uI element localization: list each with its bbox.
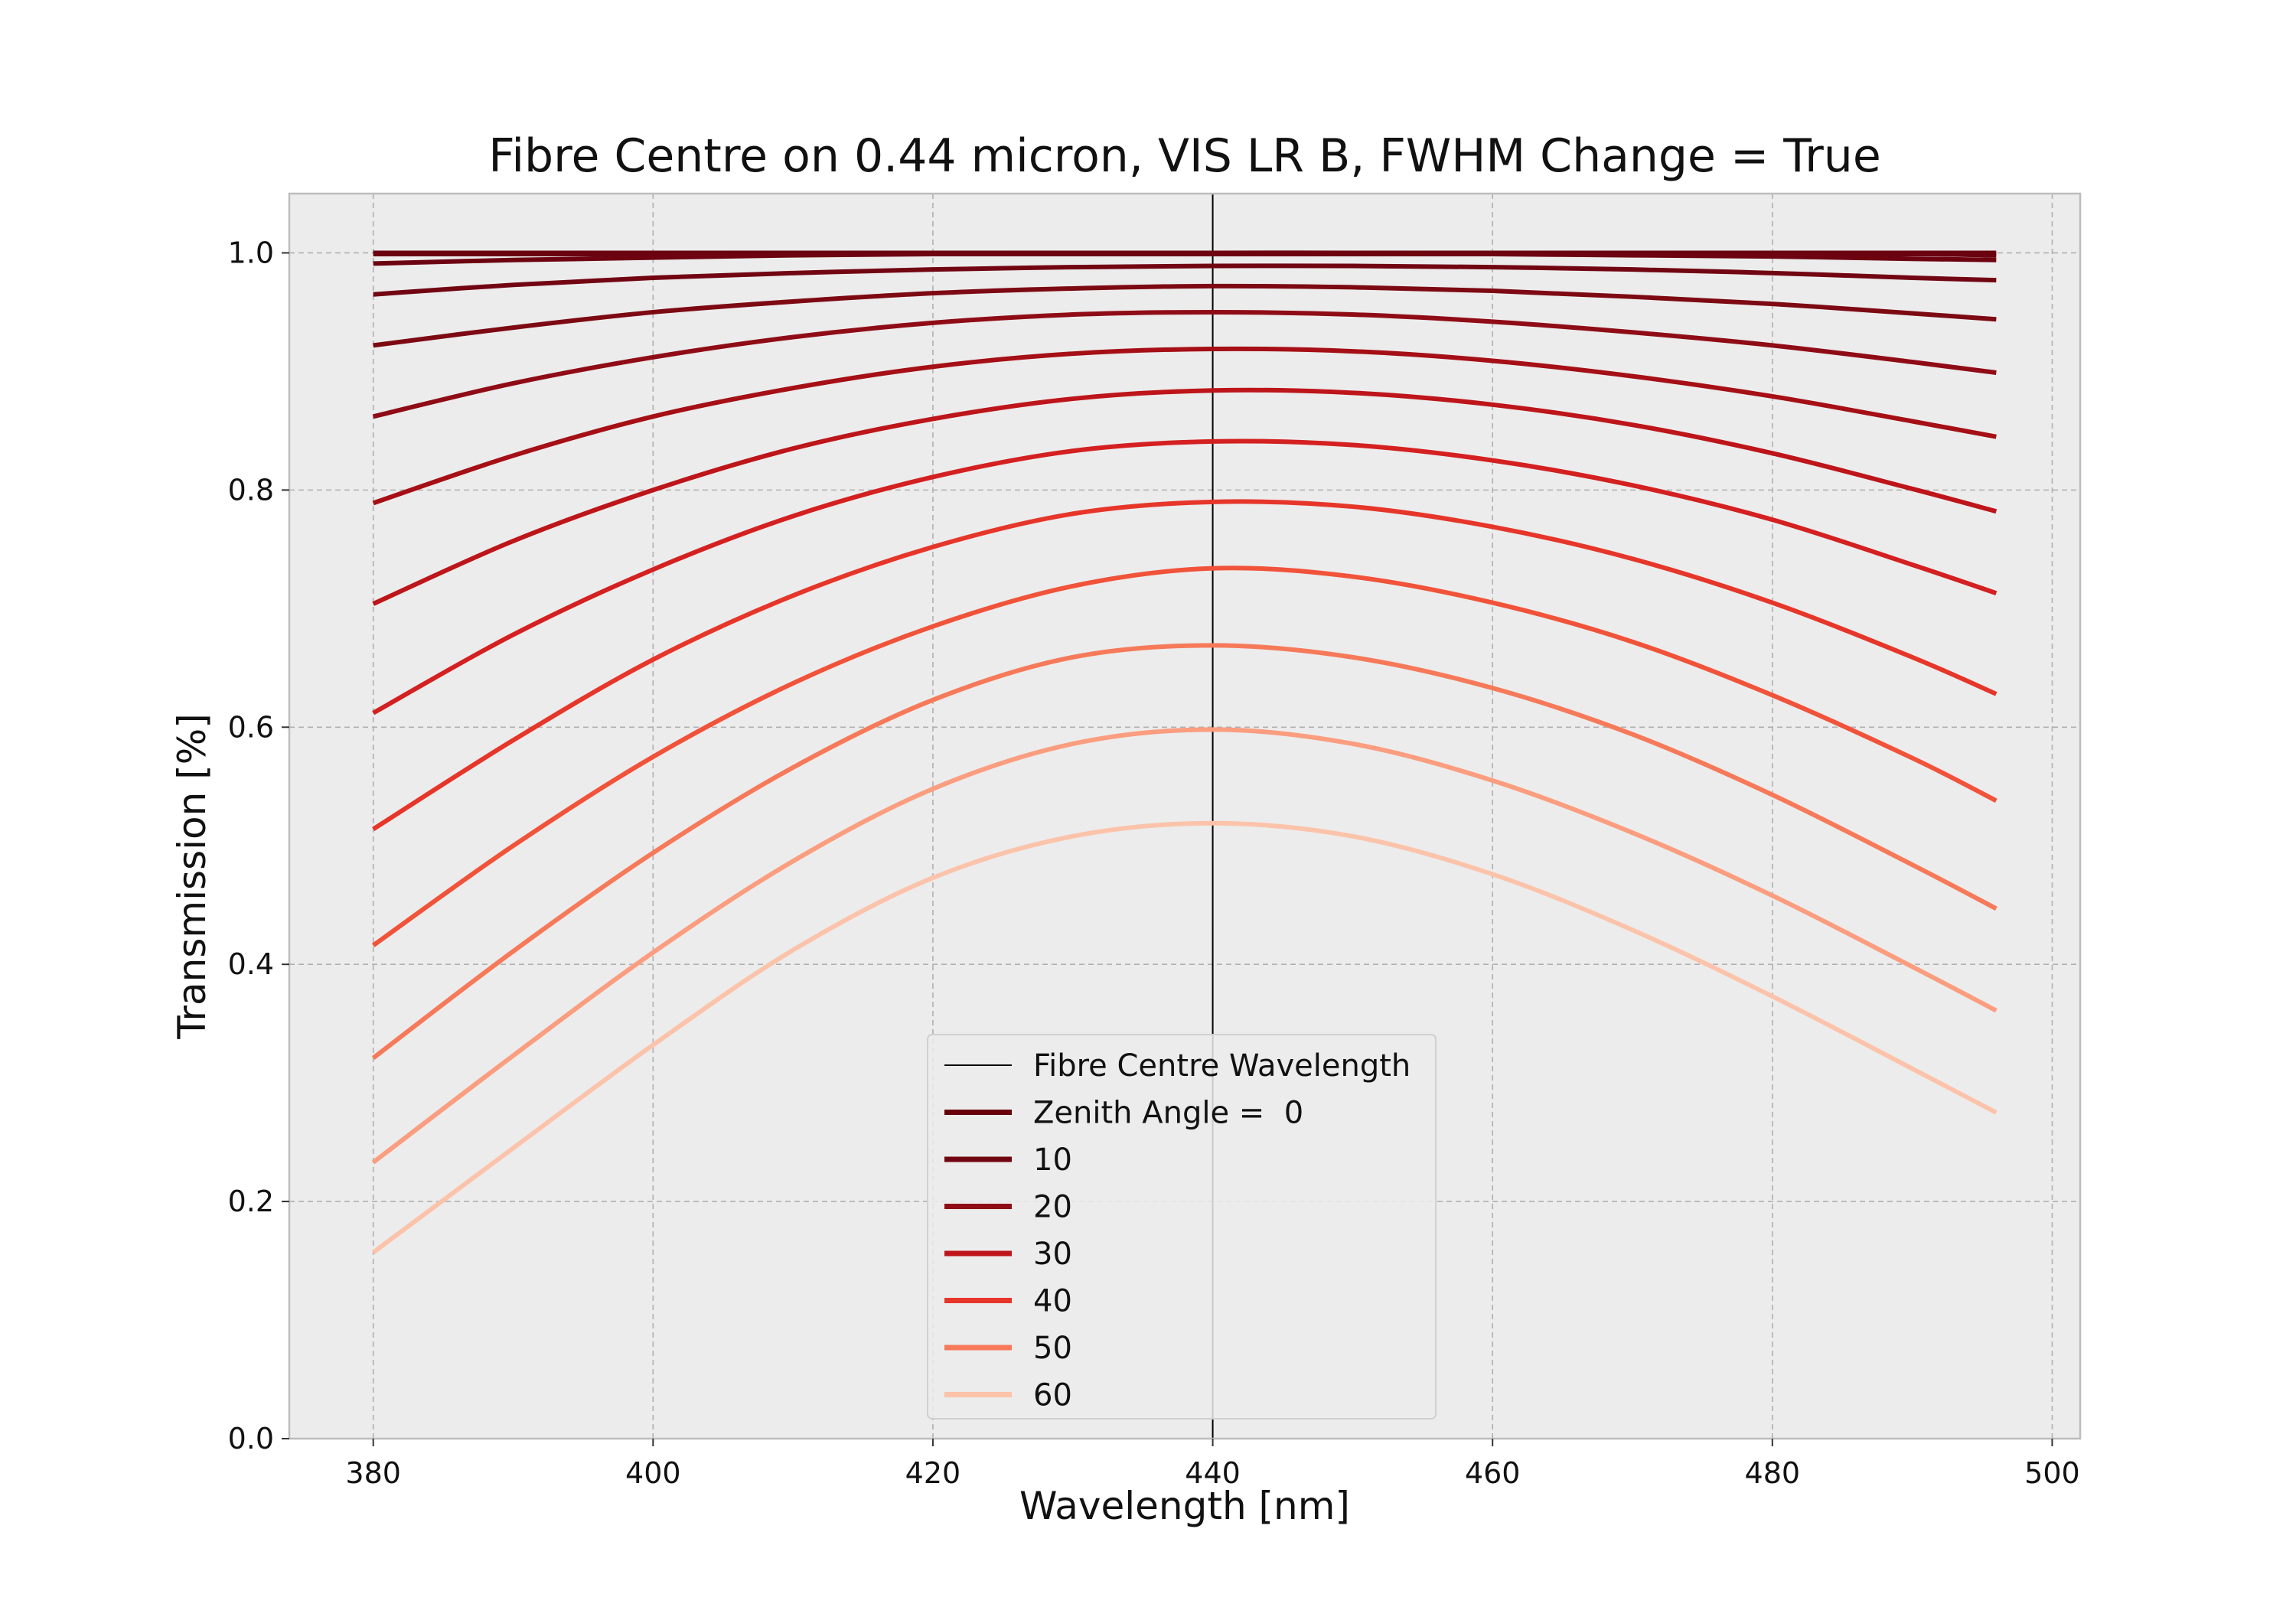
y-axis-label: Transmission [%] — [170, 713, 214, 1039]
series-line-7 — [372, 387, 1998, 606]
plot-area: 380 400 420 440 460 480 500 0.0 0.2 0.4 0.6 0.8 1.0 — [228, 192, 2082, 1490]
x-tick-label: 420 — [905, 1456, 961, 1490]
legend-label: 30 — [1033, 1237, 1072, 1272]
y-tick-label: 1.0 — [228, 236, 274, 269]
legend-label: 50 — [1033, 1331, 1072, 1366]
series-line-5 — [372, 309, 1997, 419]
series-line-3 — [373, 263, 1997, 297]
axes-frame — [288, 192, 2082, 1440]
y-tick-label: 0.2 — [228, 1185, 274, 1218]
legend-label: 40 — [1033, 1284, 1072, 1319]
legend: Fibre Centre Wavelength Zenith Angle = 0 1… — [927, 1034, 1437, 1420]
legend-label: Zenith Angle = 0 — [1033, 1096, 1303, 1131]
y-tick-label: 0.6 — [228, 710, 274, 744]
y-tick-label: 0.4 — [228, 947, 274, 981]
series-line-4 — [373, 283, 1997, 348]
legend-label: 10 — [1033, 1143, 1072, 1178]
series-line-11 — [371, 643, 1998, 1060]
series-line-9 — [372, 499, 1998, 832]
x-tick-label: 440 — [1185, 1456, 1241, 1490]
x-tick-label: 460 — [1465, 1456, 1521, 1490]
y-tick-label: 0.8 — [228, 473, 274, 507]
x-tick-label: 480 — [1745, 1456, 1801, 1490]
series-line-2 — [373, 250, 1997, 266]
legend-label: 60 — [1033, 1378, 1072, 1413]
legend-box — [927, 1034, 1437, 1420]
x-axis-label: Wavelength [nm] — [1019, 1484, 1350, 1528]
legend-label: Fibre Centre Wavelength — [1033, 1048, 1411, 1084]
series-line-13 — [371, 820, 1998, 1255]
y-tick-label: 0.0 — [228, 1422, 274, 1455]
series-line-6 — [372, 346, 1997, 506]
chart-title: Fibre Centre on 0.44 micron, VIS LR B, F… — [488, 129, 1881, 183]
x-tick-label: 380 — [345, 1456, 401, 1490]
series-line-8 — [372, 438, 1998, 715]
x-tick-label: 400 — [625, 1456, 681, 1490]
series-line-10 — [371, 566, 1998, 947]
legend-label: 20 — [1033, 1190, 1072, 1225]
x-tick-label: 500 — [2024, 1456, 2080, 1490]
series-line-12 — [371, 727, 1998, 1165]
